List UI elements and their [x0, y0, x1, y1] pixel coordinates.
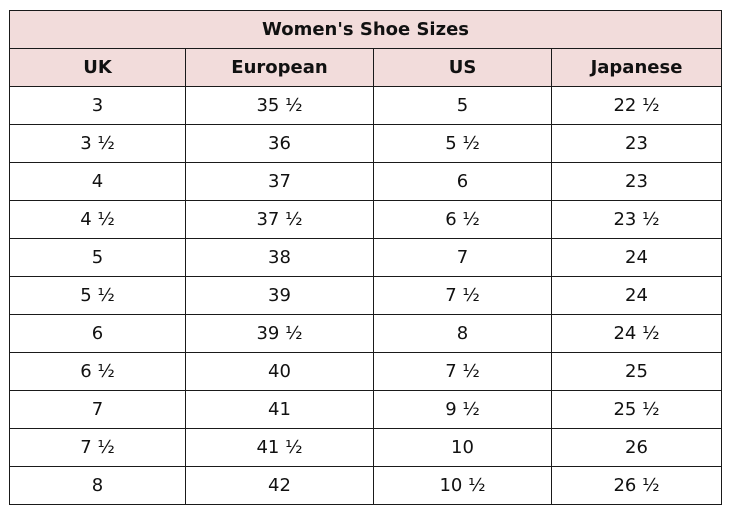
- table-cell: 22 ½: [551, 86, 722, 125]
- table-cell: 38: [185, 238, 374, 277]
- table-cell: 41 ½: [185, 428, 374, 467]
- table-cell: 5: [373, 86, 552, 125]
- table-row: 6 ½ 40 7 ½ 25: [9, 352, 722, 391]
- table-cell: 24 ½: [551, 314, 722, 353]
- table-cell: 39 ½: [185, 314, 374, 353]
- table-cell: 5: [9, 238, 186, 277]
- table-row: 4 37 6 23: [9, 162, 722, 201]
- table-cell: 5 ½: [9, 276, 186, 315]
- table-cell: 9 ½: [373, 390, 552, 429]
- table-row: 7 ½ 41 ½ 10 26: [9, 428, 722, 467]
- table-cell: 26 ½: [551, 466, 722, 505]
- table-row: 5 38 7 24: [9, 238, 722, 277]
- table-row: 3 ½ 36 5 ½ 23: [9, 124, 722, 163]
- table-cell: 23: [551, 124, 722, 163]
- table-cell: 3: [9, 86, 186, 125]
- table-cell: 7 ½: [373, 352, 552, 391]
- table-cell: 8: [373, 314, 552, 353]
- table-cell: 25 ½: [551, 390, 722, 429]
- table-cell: 42: [185, 466, 374, 505]
- column-header-japanese: Japanese: [551, 48, 722, 87]
- table-cell: 5 ½: [373, 124, 552, 163]
- shoe-size-table: Women's Shoe Sizes UK European US Japanese …: [9, 10, 722, 505]
- table-cell: 6: [9, 314, 186, 353]
- table-row: 6 39 ½ 8 24 ½: [9, 314, 722, 353]
- table-cell: 8: [9, 466, 186, 505]
- table-cell: 3 ½: [9, 124, 186, 163]
- table-cell: 7: [373, 238, 552, 277]
- table-title: Women's Shoe Sizes: [9, 10, 722, 49]
- table-cell: 23 ½: [551, 200, 722, 239]
- table-cell: 10: [373, 428, 552, 467]
- table-cell: 36: [185, 124, 374, 163]
- table-cell: 40: [185, 352, 374, 391]
- table-cell: 41: [185, 390, 374, 429]
- table-cell: 4: [9, 162, 186, 201]
- table-cell: 6 ½: [373, 200, 552, 239]
- column-header-uk: UK: [9, 48, 186, 87]
- table-cell: 6 ½: [9, 352, 186, 391]
- table-row: 7 41 9 ½ 25 ½: [9, 390, 722, 429]
- table-row: 8 42 10 ½ 26 ½: [9, 466, 722, 505]
- column-header-us: US: [373, 48, 552, 87]
- table-cell: 37: [185, 162, 374, 201]
- table-cell: 35 ½: [185, 86, 374, 125]
- table-cell: 25: [551, 352, 722, 391]
- table-cell: 39: [185, 276, 374, 315]
- table-cell: 24: [551, 276, 722, 315]
- table-cell: 26: [551, 428, 722, 467]
- table-cell: 4 ½: [9, 200, 186, 239]
- table-row: 5 ½ 39 7 ½ 24: [9, 276, 722, 315]
- column-header-european: European: [185, 48, 374, 87]
- table-cell: 7 ½: [373, 276, 552, 315]
- table-row: 3 35 ½ 5 22 ½: [9, 86, 722, 125]
- table-cell: 6: [373, 162, 552, 201]
- table-cell: 24: [551, 238, 722, 277]
- table-cell: 7: [9, 390, 186, 429]
- table-cell: 10 ½: [373, 466, 552, 505]
- table-cell: 37 ½: [185, 200, 374, 239]
- table-cell: 23: [551, 162, 722, 201]
- table-cell: 7 ½: [9, 428, 186, 467]
